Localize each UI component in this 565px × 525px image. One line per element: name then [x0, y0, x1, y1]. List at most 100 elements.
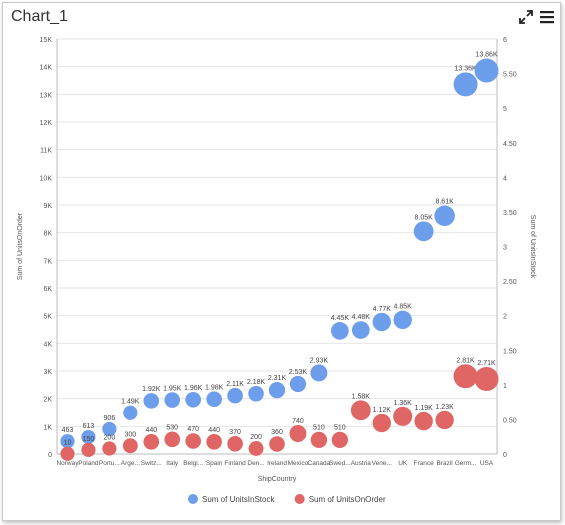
bubble-units-on-order: [185, 433, 201, 449]
bubble-units-in-stock: [434, 205, 455, 227]
bubble-units-in-stock: [185, 391, 201, 408]
data-label: 10: [64, 440, 72, 447]
data-label: 530: [166, 425, 178, 432]
bubble-units-in-stock: [351, 321, 370, 339]
bubble-units-on-order: [164, 431, 181, 448]
data-label: 4.48K: [352, 314, 371, 321]
x-tick-label: Canada: [308, 460, 331, 467]
y2-tick-label: 0: [503, 452, 507, 459]
y-tick-label: 13K: [40, 92, 53, 99]
data-label: 8.05K: [415, 214, 434, 221]
data-label: 13.86K: [475, 52, 498, 59]
x-tick-label: Ireland: [267, 460, 287, 467]
y2-tick-label: 4.50: [503, 141, 517, 148]
data-label: 440: [208, 427, 220, 434]
x-axis-title: ShipCountry: [258, 476, 297, 483]
y2-tick-label: 3: [503, 245, 507, 252]
y-tick-label: 1K: [43, 424, 52, 431]
data-label: 740: [292, 418, 304, 425]
y-tick-label: 14K: [40, 65, 53, 72]
x-tick-label: Poland: [78, 460, 99, 467]
y-tick-label: 11K: [40, 148, 52, 155]
y2-tick-label: 6: [503, 37, 507, 44]
bubble-units-in-stock: [143, 393, 160, 409]
y-tick-label: 5K: [43, 314, 52, 321]
data-label: 2.81K: [456, 357, 475, 364]
hamburger-menu-icon[interactable]: [539, 9, 555, 25]
y-tick-label: 9K: [43, 203, 52, 210]
bubble-units-on-order: [393, 406, 413, 426]
x-tick-label: Mexico: [288, 460, 309, 467]
data-label: 4.85K: [394, 304, 413, 311]
data-label: 463: [62, 427, 74, 434]
data-label: 510: [313, 425, 325, 432]
bubble-units-in-stock: [331, 322, 349, 340]
y-tick-label: 15K: [40, 37, 53, 44]
y-tick-label: 0: [48, 452, 52, 459]
x-tick-label: UK: [398, 460, 408, 467]
bubble-units-on-order: [350, 400, 371, 421]
x-tick-label: Germ...: [455, 460, 477, 467]
bubble-units-in-stock: [248, 385, 264, 402]
bubble-units-in-stock: [372, 312, 391, 332]
y2-tick-label: 5.50: [503, 72, 517, 79]
data-label: 510: [334, 425, 346, 432]
bubble-units-in-stock: [123, 405, 138, 420]
data-label: 2.31K: [268, 375, 287, 382]
expand-icon[interactable]: [518, 9, 534, 25]
bubble-units-in-stock: [453, 72, 478, 97]
bubble-units-on-order: [60, 446, 75, 461]
x-tick-label: Austria: [351, 460, 372, 467]
legend-marker-units-on-order: [294, 494, 305, 504]
legend-marker-units-in-stock: [188, 494, 198, 504]
data-label: 440: [145, 427, 157, 434]
bubble-units-in-stock: [413, 221, 434, 242]
bubble-units-on-order: [122, 438, 138, 454]
x-tick-label: Norway: [56, 460, 79, 467]
data-label: 613: [83, 423, 95, 430]
data-label: 1.58K: [352, 393, 371, 400]
bubble-units-on-order: [414, 411, 433, 431]
x-tick-label: Portu...: [99, 460, 120, 467]
bubble-units-in-stock: [289, 375, 307, 393]
data-label: 2.93K: [310, 357, 329, 364]
y2-tick-label: 2.50: [503, 279, 517, 286]
x-tick-label: Italy: [166, 460, 179, 467]
data-label: 4.45K: [331, 315, 350, 322]
data-label: 1.49K: [121, 399, 140, 406]
x-tick-label: Swed...: [329, 460, 351, 467]
y-tick-label: 7K: [43, 258, 52, 265]
bubble-units-in-stock: [268, 381, 286, 399]
y2-tick-label: 3.50: [503, 210, 517, 217]
bubble-units-on-order: [102, 441, 117, 456]
data-label: 1.92K: [142, 386, 161, 393]
bubble-units-in-stock: [102, 421, 117, 437]
bubble-units-in-stock: [81, 429, 96, 445]
y2-tick-label: 1.50: [503, 348, 517, 355]
data-label: 1.96K: [184, 385, 203, 392]
data-label: 2.53K: [289, 369, 308, 376]
data-label: 300: [124, 431, 136, 438]
data-label: 2.11K: [226, 381, 244, 388]
data-label: 360: [271, 429, 283, 436]
data-label: 2.71K: [477, 360, 496, 367]
bubble-units-on-order: [453, 364, 478, 389]
y2-tick-label: 5: [503, 106, 507, 113]
bubble-units-in-stock: [393, 310, 412, 330]
x-tick-label: France: [414, 460, 435, 467]
bubble-units-on-order: [331, 431, 349, 449]
x-tick-label: Brazil: [436, 460, 453, 467]
chart-title: Chart_1: [11, 8, 68, 25]
bubble-units-on-order: [310, 431, 328, 449]
y-tick-label: 6K: [43, 286, 52, 293]
data-label: 2.18K: [247, 379, 266, 386]
x-tick-label: Finland: [224, 460, 246, 467]
data-label: 200: [250, 434, 262, 441]
y2-tick-label: 2: [503, 314, 507, 321]
x-tick-label: Den...: [247, 460, 265, 467]
bubble-units-on-order: [248, 441, 264, 456]
y-tick-label: 12K: [40, 120, 53, 127]
x-tick-label: Belgi...: [183, 460, 203, 467]
legend-label: Sum of UnitsInStock: [202, 495, 275, 504]
